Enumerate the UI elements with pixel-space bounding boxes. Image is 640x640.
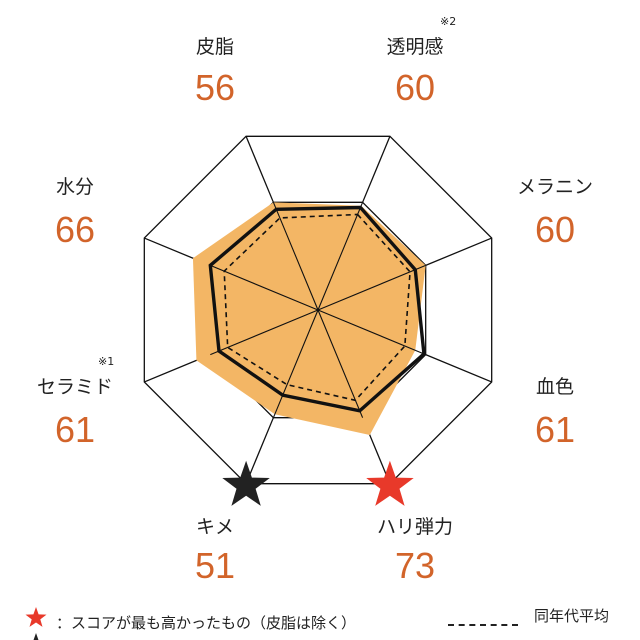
axis-label: 皮脂 xyxy=(195,36,235,58)
axis-label: 血色 xyxy=(535,376,575,398)
grid-spoke-inner xyxy=(317,202,364,311)
axis-label: 水分 xyxy=(55,176,95,198)
grid-spoke-inner xyxy=(272,202,319,311)
grid-spoke-inner xyxy=(317,264,426,311)
marker-star-red xyxy=(366,460,414,506)
grid-spoke-inner xyxy=(272,309,319,418)
axis-value: 60 xyxy=(394,67,436,108)
grid-spoke-outer xyxy=(425,237,492,266)
axis-note-mark: ※1 xyxy=(98,355,115,368)
legend-star-black-icon xyxy=(33,633,39,640)
grid-spoke-inner xyxy=(210,309,319,356)
legend-star-text: ：スコアが最も高かったもの（皮脂は除く） xyxy=(56,614,357,632)
grid-spoke-outer xyxy=(245,136,274,203)
axis-value: 73 xyxy=(394,545,436,586)
marker-star-black xyxy=(222,460,270,506)
legend-dashed-text: 同年代平均 xyxy=(534,607,610,625)
radar-series xyxy=(192,202,426,436)
axis-value: 61 xyxy=(534,409,576,450)
axis-label: キメ xyxy=(195,516,235,538)
series-filled-orange xyxy=(192,202,426,436)
grid-spoke-inner xyxy=(210,264,319,311)
series-dashed xyxy=(223,213,411,402)
legend-icons xyxy=(25,607,47,640)
axis-value: 66 xyxy=(54,209,96,250)
grid-spoke-outer xyxy=(245,417,274,484)
axis-note-mark: ※2 xyxy=(440,15,457,28)
legend-star-icon xyxy=(25,607,47,627)
grid-spoke-outer xyxy=(425,354,492,383)
radar-markers xyxy=(222,460,414,506)
axis-label: セラミド xyxy=(36,376,114,398)
axis-label: ハリ弾力 xyxy=(376,516,454,538)
axis-value: 51 xyxy=(194,545,236,586)
axis-label: 透明感 xyxy=(386,36,444,58)
grid-spoke-inner xyxy=(317,309,426,356)
axis-value: 56 xyxy=(194,67,236,108)
series-bold-outline xyxy=(208,205,426,413)
grid-spoke-outer xyxy=(362,136,391,203)
axis-value: 60 xyxy=(534,209,576,250)
axis-label: メラニン xyxy=(516,176,594,198)
legend-dashed-line xyxy=(448,624,518,626)
axis-value: 61 xyxy=(54,409,96,450)
